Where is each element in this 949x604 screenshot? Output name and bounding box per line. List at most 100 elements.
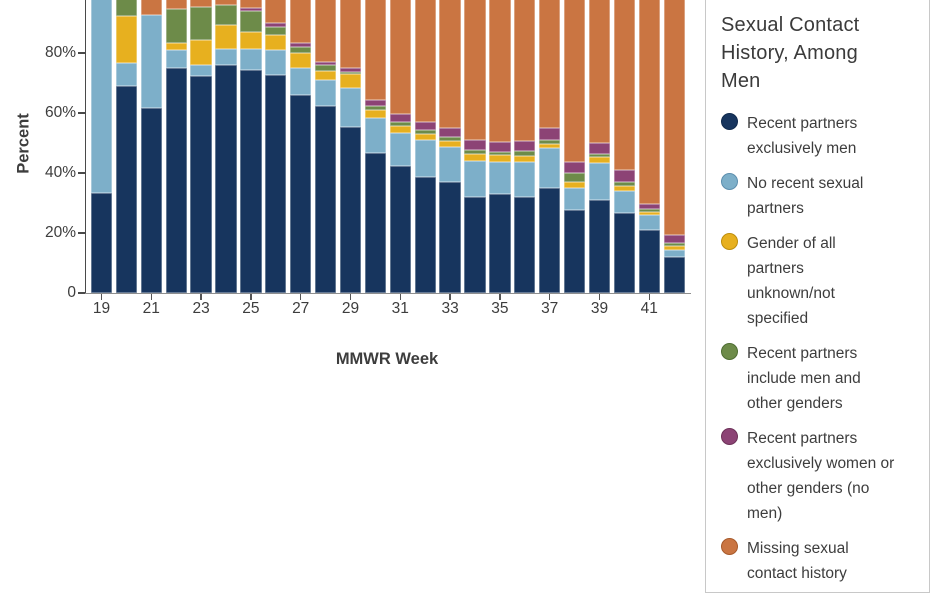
legend-item[interactable]: No recent sexual partners	[721, 171, 921, 221]
bar-segment[interactable]	[439, 181, 461, 293]
bar-week-40[interactable]	[613, 0, 636, 293]
bar-segment[interactable]	[489, 155, 511, 163]
bar-segment[interactable]	[165, 9, 187, 44]
bar-segment[interactable]	[638, 209, 660, 212]
bar-week-27[interactable]	[290, 0, 312, 293]
bar-segment[interactable]	[314, 61, 337, 66]
bar-segment[interactable]	[563, 0, 586, 162]
bar-segment[interactable]	[489, 141, 511, 152]
bar-segment[interactable]	[190, 0, 212, 7]
bar-segment[interactable]	[663, 250, 685, 258]
legend-item[interactable]: Recent partners exclusively women or oth…	[721, 426, 921, 526]
bar-week-33[interactable]	[439, 0, 461, 293]
bar-segment[interactable]	[439, 147, 461, 182]
bar-week-26[interactable]	[265, 0, 287, 293]
bar-segment[interactable]	[364, 99, 387, 106]
bar-segment[interactable]	[389, 165, 411, 293]
bar-segment[interactable]	[215, 5, 237, 26]
bar-segment[interactable]	[265, 0, 287, 24]
bar-segment[interactable]	[389, 113, 411, 123]
bar-segment[interactable]	[439, 140, 461, 148]
bar-segment[interactable]	[514, 151, 536, 157]
bar-week-25[interactable]	[240, 0, 262, 293]
bar-segment[interactable]	[414, 121, 436, 131]
bar-segment[interactable]	[588, 154, 611, 158]
bar-segment[interactable]	[190, 6, 212, 41]
bar-segment[interactable]	[265, 74, 287, 293]
bar-segment[interactable]	[638, 230, 660, 293]
bar-segment[interactable]	[314, 106, 337, 293]
bar-segment[interactable]	[414, 0, 436, 122]
bar-segment[interactable]	[339, 88, 362, 128]
bar-segment[interactable]	[489, 194, 511, 293]
bar-segment[interactable]	[90, 0, 113, 193]
bar-segment[interactable]	[514, 141, 536, 152]
bar-segment[interactable]	[464, 196, 486, 293]
bar-week-34[interactable]	[464, 0, 486, 293]
bar-segment[interactable]	[339, 127, 362, 293]
bar-week-29[interactable]	[339, 0, 362, 293]
bar-segment[interactable]	[613, 170, 636, 182]
legend-item[interactable]: Recent partners exclusively men	[721, 111, 921, 161]
bar-segment[interactable]	[613, 185, 636, 191]
bar-segment[interactable]	[638, 0, 660, 204]
bar-segment[interactable]	[439, 128, 461, 137]
bar-week-23[interactable]	[190, 0, 212, 293]
bar-week-32[interactable]	[414, 0, 436, 293]
legend-item[interactable]: Recent partners include men and other ge…	[721, 341, 921, 416]
bar-segment[interactable]	[240, 70, 262, 293]
bar-segment[interactable]	[613, 190, 636, 213]
bar-segment[interactable]	[663, 257, 685, 293]
bar-segment[interactable]	[464, 150, 486, 155]
bar-week-31[interactable]	[389, 0, 411, 293]
bar-segment[interactable]	[215, 49, 237, 65]
bar-segment[interactable]	[514, 0, 536, 142]
bar-segment[interactable]	[240, 32, 262, 49]
bar-segment[interactable]	[265, 35, 287, 51]
bar-week-30[interactable]	[364, 0, 387, 293]
bar-segment[interactable]	[663, 235, 685, 243]
bar-segment[interactable]	[364, 109, 387, 119]
bar-segment[interactable]	[165, 68, 187, 293]
bar-week-39[interactable]	[588, 0, 611, 293]
bar-segment[interactable]	[165, 0, 187, 10]
bar-week-42[interactable]	[663, 0, 685, 293]
bar-segment[interactable]	[115, 86, 138, 293]
bar-segment[interactable]	[389, 0, 411, 114]
bar-segment[interactable]	[215, 0, 237, 6]
bar-segment[interactable]	[414, 130, 436, 135]
bar-segment[interactable]	[414, 140, 436, 178]
bar-segment[interactable]	[240, 48, 262, 71]
bar-segment[interactable]	[489, 151, 511, 156]
bar-segment[interactable]	[290, 46, 312, 54]
bar-segment[interactable]	[339, 0, 362, 69]
bar-week-22[interactable]	[165, 0, 187, 293]
bar-segment[interactable]	[265, 23, 287, 27]
bar-segment[interactable]	[140, 14, 162, 109]
bar-segment[interactable]	[439, 0, 461, 129]
bar-segment[interactable]	[290, 53, 312, 69]
bar-segment[interactable]	[314, 80, 337, 107]
bar-segment[interactable]	[190, 40, 212, 66]
bar-segment[interactable]	[339, 74, 362, 89]
bar-segment[interactable]	[539, 140, 561, 145]
bar-week-38[interactable]	[563, 0, 586, 293]
bar-segment[interactable]	[539, 0, 561, 129]
bar-segment[interactable]	[215, 65, 237, 293]
bar-segment[interactable]	[364, 118, 387, 154]
bar-segment[interactable]	[265, 26, 287, 36]
bar-segment[interactable]	[514, 156, 536, 163]
bar-segment[interactable]	[314, 70, 337, 81]
bar-week-35[interactable]	[489, 0, 511, 293]
bar-week-19[interactable]	[90, 0, 113, 293]
bar-segment[interactable]	[265, 50, 287, 75]
bar-segment[interactable]	[663, 246, 685, 251]
bar-segment[interactable]	[90, 192, 113, 293]
bar-segment[interactable]	[489, 0, 511, 142]
bar-segment[interactable]	[115, 0, 138, 17]
bar-segment[interactable]	[364, 0, 387, 100]
bar-segment[interactable]	[339, 68, 362, 72]
bar-segment[interactable]	[190, 76, 212, 293]
bar-segment[interactable]	[514, 162, 536, 197]
bar-segment[interactable]	[663, 0, 685, 236]
